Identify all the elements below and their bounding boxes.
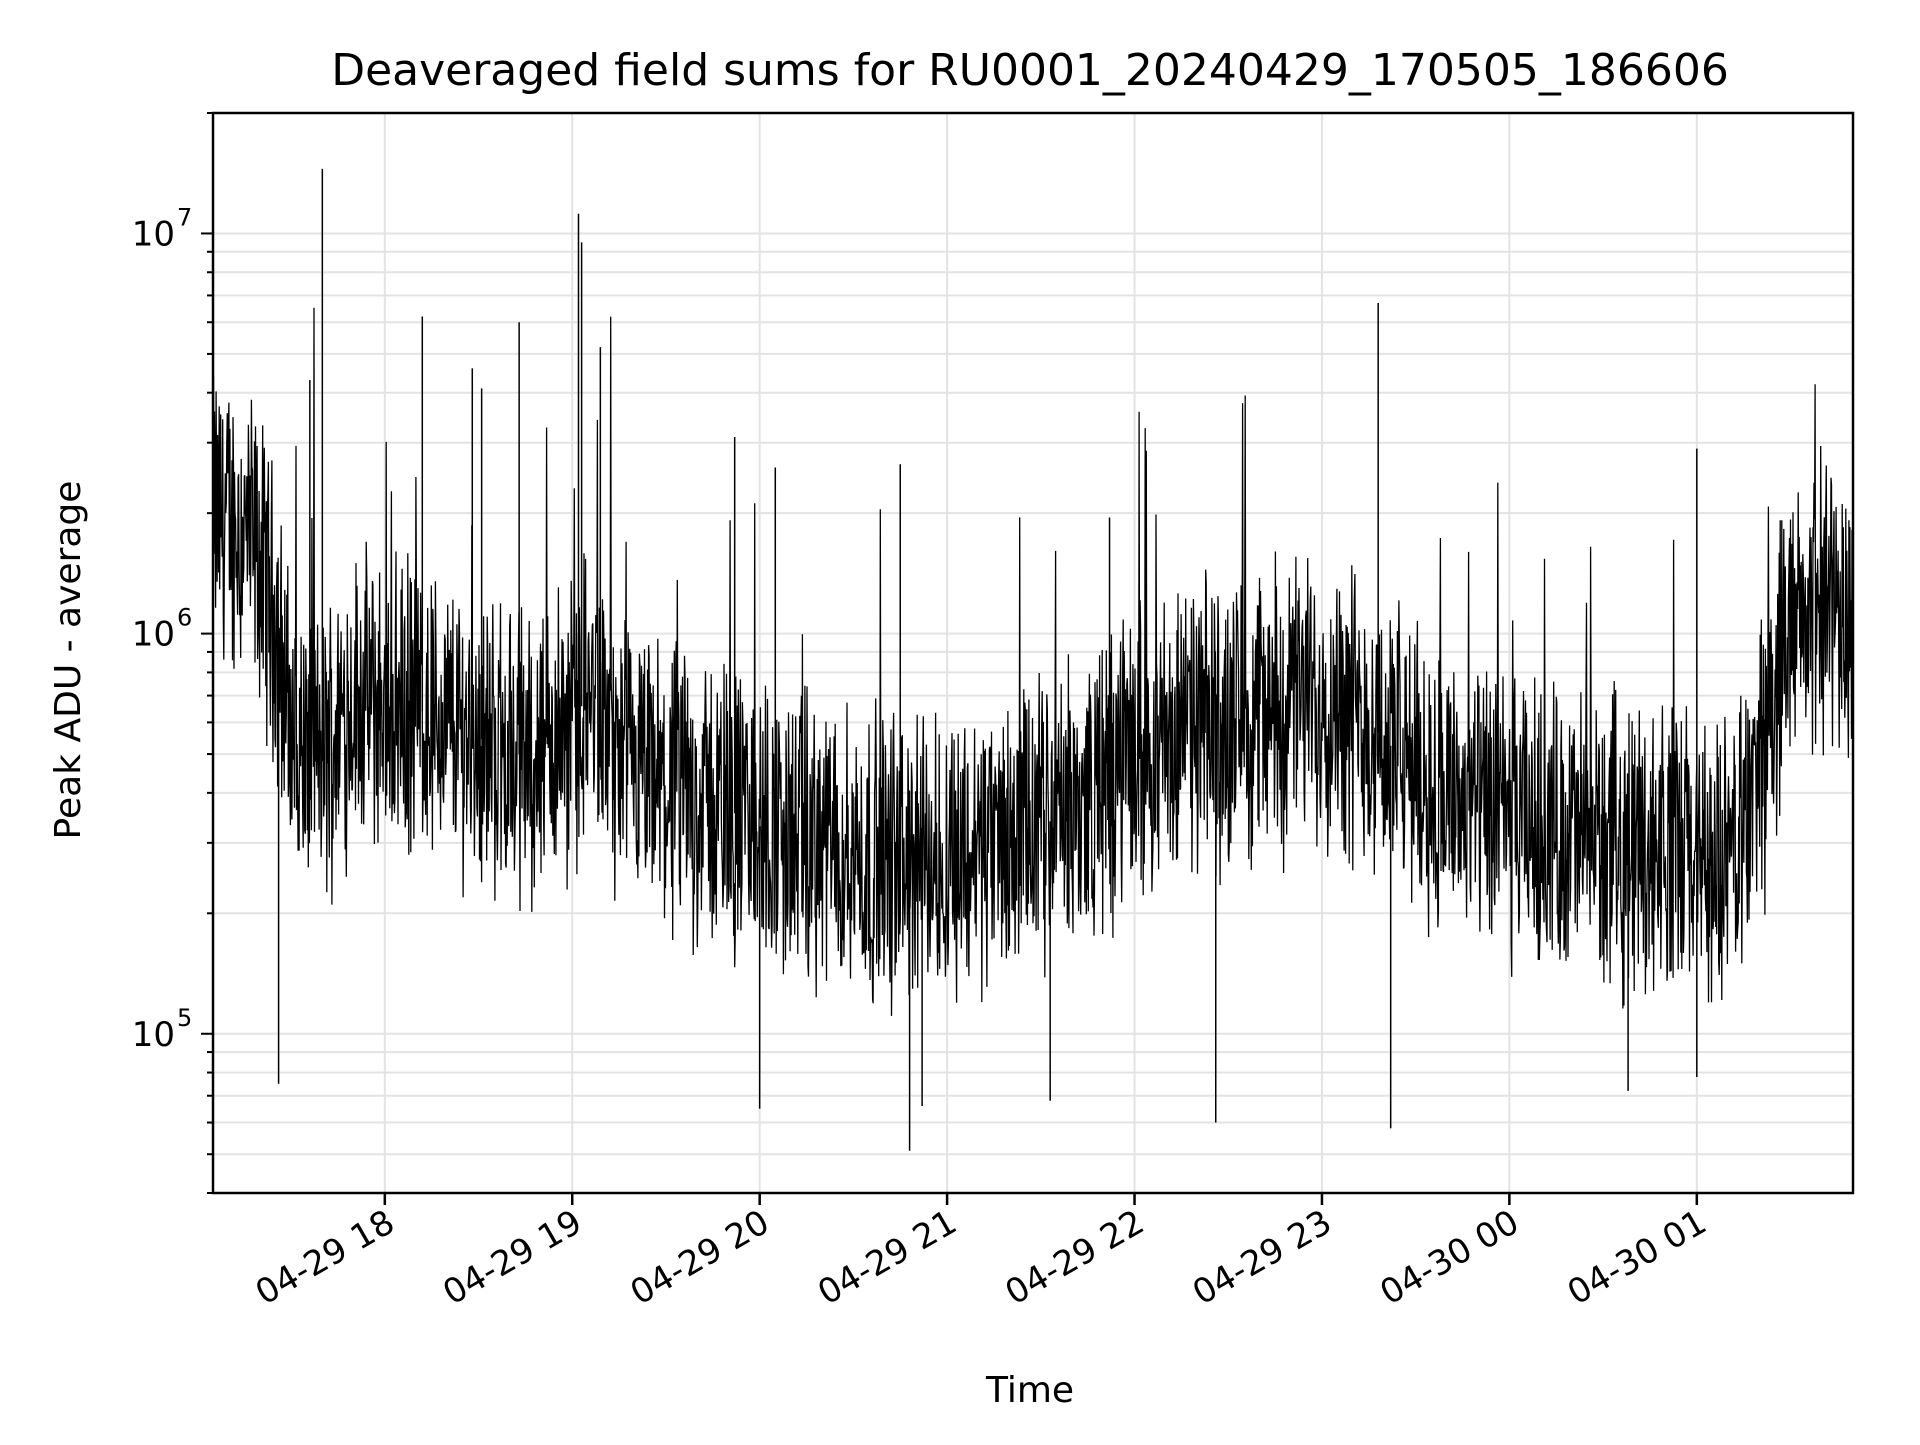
chart-title: Deaveraged field sums for RU0001_2024042… xyxy=(331,45,1729,96)
series-line xyxy=(212,307,1854,1016)
y-tick-exponent: 7 xyxy=(177,203,192,231)
y-tick-label: 10 xyxy=(132,1015,175,1055)
series-layer xyxy=(212,168,1854,1151)
y-tick-label: 10 xyxy=(132,615,175,655)
plot-frame xyxy=(211,111,1855,1195)
y-axis-label: Peak ADU - average xyxy=(48,481,89,840)
x-axis-label: Time xyxy=(985,1370,1074,1411)
y-tick-label: 10 xyxy=(132,214,175,254)
y-tick-exponent: 6 xyxy=(177,604,192,632)
y-tick-exponent: 5 xyxy=(177,1004,192,1032)
